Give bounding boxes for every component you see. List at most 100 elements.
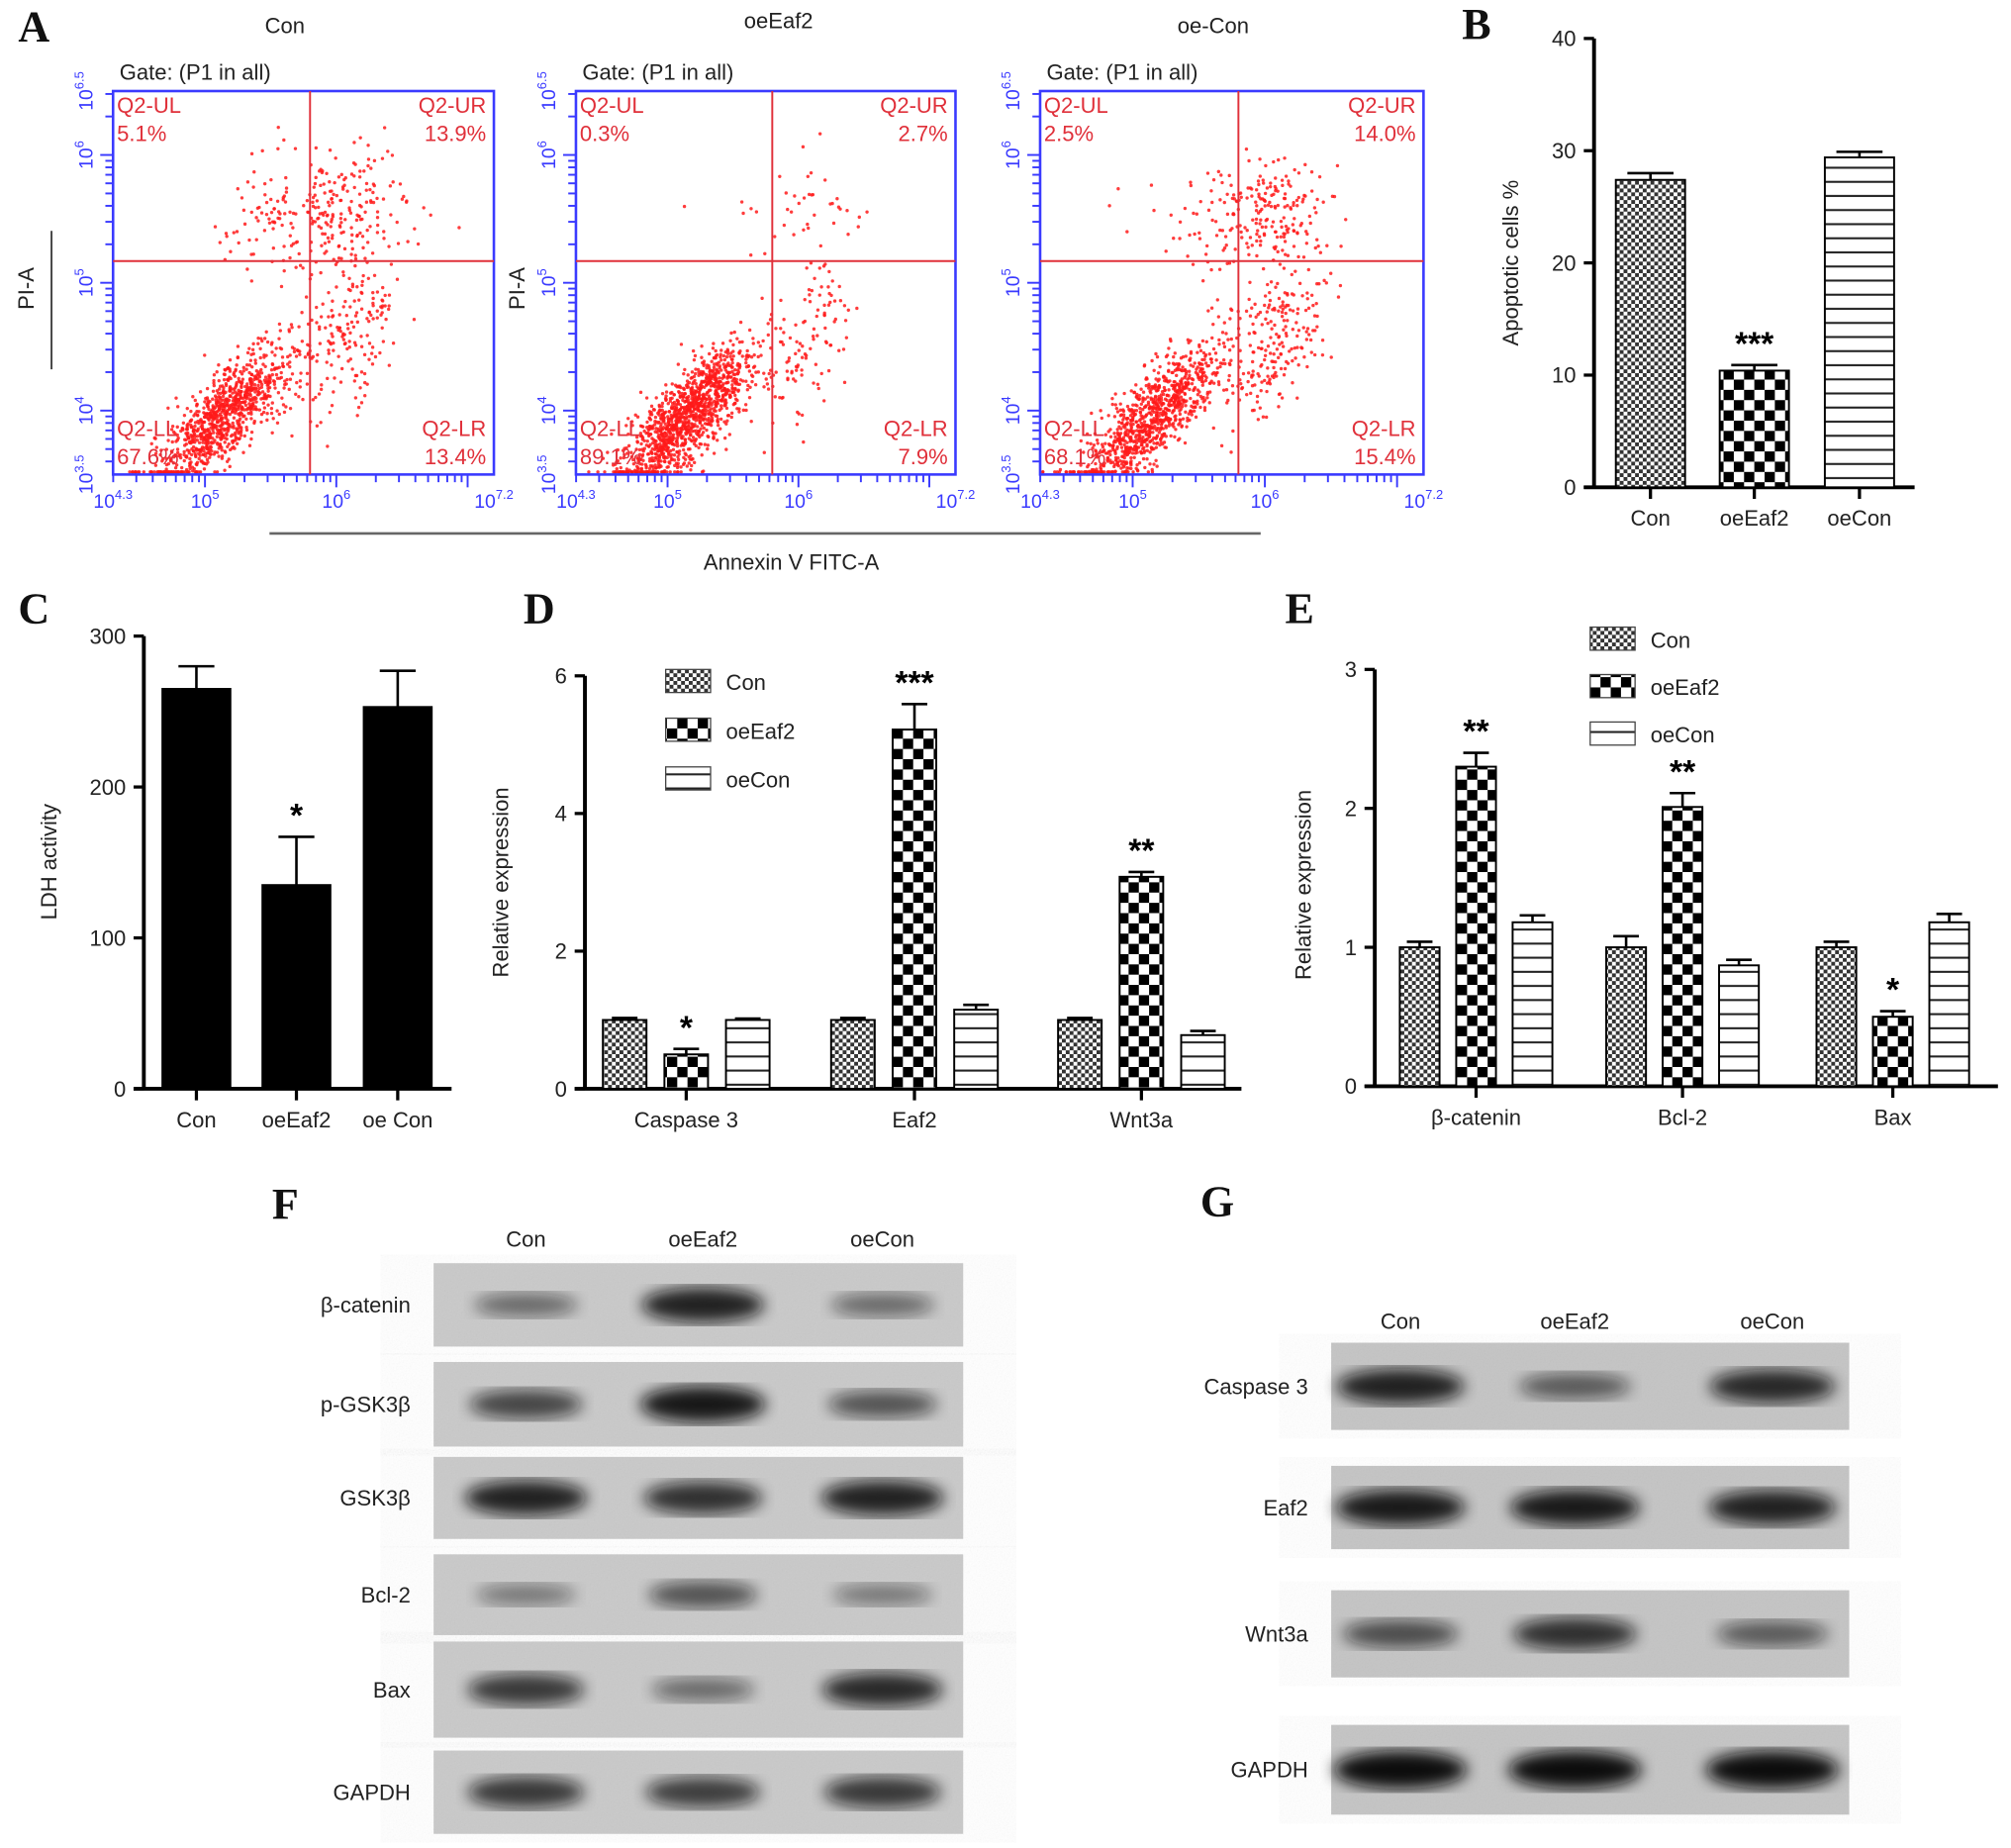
event-dot (1261, 197, 1265, 201)
x-tick-label: 106 (1251, 487, 1280, 513)
event-dot (1069, 470, 1073, 474)
event-dot (202, 461, 206, 465)
event-dot (1162, 392, 1166, 397)
event-dot (1266, 321, 1270, 326)
event-dot (614, 470, 618, 474)
event-dot (389, 262, 394, 266)
event-dot (629, 470, 633, 474)
event-dot (331, 299, 335, 303)
event-dot (250, 364, 254, 369)
event-dot (1093, 432, 1098, 436)
event-dot (195, 409, 199, 414)
event-dot (1274, 285, 1278, 289)
event-dot (239, 428, 243, 433)
event-dot (169, 458, 173, 462)
event-dot (1250, 409, 1255, 413)
event-dot (690, 463, 694, 468)
event-dot (639, 434, 644, 438)
event-dot (286, 354, 290, 359)
protein-band (1335, 1489, 1466, 1526)
event-dot (789, 210, 794, 214)
event-dot (1231, 344, 1235, 348)
event-dot (647, 444, 651, 448)
event-dot (715, 414, 719, 419)
event-dot (366, 157, 371, 161)
event-dot (1139, 440, 1144, 444)
event-dot (305, 371, 310, 375)
event-dot (314, 206, 318, 210)
event-dot (1141, 408, 1145, 412)
bar-oeeaf2 (1871, 1016, 1914, 1088)
event-dot (1152, 368, 1156, 372)
event-dot (1228, 228, 1232, 233)
event-dot (673, 442, 677, 447)
event-dot (288, 406, 293, 411)
event-dot (352, 185, 356, 190)
event-dot (342, 341, 347, 346)
event-dot (363, 256, 367, 260)
legend-swatch (665, 766, 712, 791)
event-dot (189, 452, 194, 457)
event-dot (330, 237, 335, 241)
event-dot (1260, 340, 1264, 343)
protein-band (1342, 1619, 1459, 1648)
event-dot (714, 348, 718, 353)
event-dot (1256, 179, 1261, 183)
event-dot (358, 231, 362, 236)
event-dot (774, 327, 778, 331)
event-dot (662, 411, 667, 416)
event-dot (812, 338, 815, 341)
event-dot (667, 460, 671, 464)
event-dot (671, 447, 676, 451)
event-dot (764, 377, 768, 381)
event-dot (1272, 352, 1276, 356)
event-dot (1204, 375, 1208, 380)
event-dot (1220, 229, 1225, 233)
event-dot (670, 437, 675, 440)
event-dot (689, 453, 693, 458)
event-dot (687, 424, 691, 428)
event-dot (1115, 410, 1120, 414)
event-dot (387, 363, 392, 367)
event-dot (675, 441, 680, 445)
category-label: Bax (1874, 1105, 1912, 1129)
event-dot (256, 336, 260, 340)
event-dot (1107, 442, 1112, 447)
event-dot (720, 395, 725, 400)
event-dot (320, 170, 325, 175)
event-dot (1251, 369, 1255, 373)
event-dot (786, 377, 790, 382)
y-axis-label: Relative expression (488, 787, 513, 977)
event-dot (328, 189, 333, 193)
event-dot (707, 412, 711, 417)
event-dot (331, 335, 335, 339)
event-dot (1204, 243, 1209, 248)
event-dot (164, 447, 168, 451)
y-tick-label: 4 (555, 802, 567, 827)
event-dot (1192, 387, 1197, 391)
event-dot (347, 340, 351, 343)
event-dot (318, 325, 322, 329)
event-dot (626, 433, 630, 437)
event-dot (1215, 298, 1219, 302)
event-dot (657, 448, 661, 452)
event-dot (1152, 462, 1156, 466)
event-dot (190, 436, 195, 439)
flow-plot-title: oe-Con (1178, 14, 1249, 39)
event-dot (226, 444, 230, 448)
event-dot (262, 355, 266, 359)
event-dot (370, 251, 375, 255)
event-dot (1264, 348, 1268, 352)
event-dot (715, 404, 718, 409)
event-dot (810, 288, 814, 293)
legend-label: oeCon (726, 768, 791, 793)
event-dot (205, 457, 210, 462)
event-dot (388, 184, 393, 188)
event-dot (174, 396, 178, 400)
event-dot (756, 370, 761, 374)
event-dot (653, 430, 657, 434)
event-dot (666, 415, 670, 419)
event-dot (737, 340, 742, 344)
event-dot (1130, 447, 1134, 451)
event-dot (337, 313, 341, 317)
